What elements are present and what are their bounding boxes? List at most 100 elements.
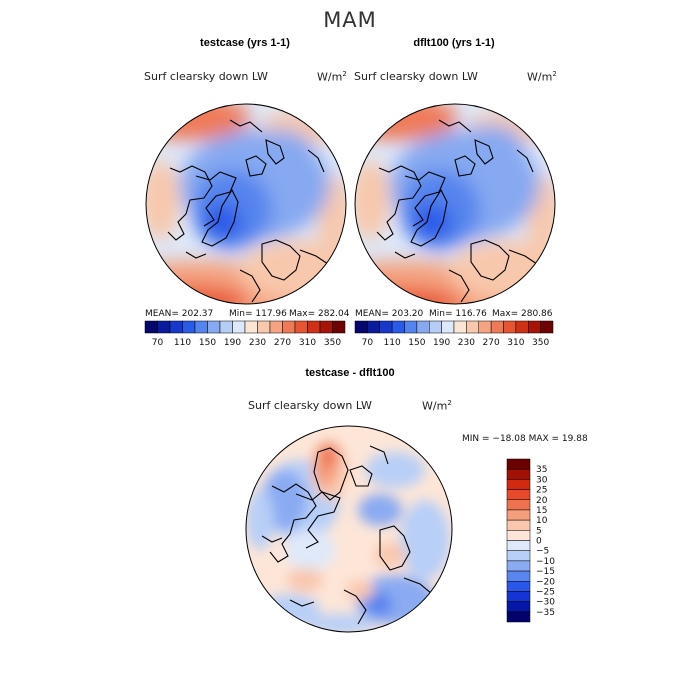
colorbar-testcase-swatch <box>207 320 221 334</box>
colorbar-dflt100-tick-label: 230 <box>458 338 475 348</box>
max-label-testcase: Max= 282.04 <box>289 309 350 319</box>
colorbar-dflt100-swatch <box>490 320 504 334</box>
colorbar-testcase: 70 110 150 190 230 270 310 350 <box>144 320 346 348</box>
colorbar-testcase-swatch <box>219 320 233 334</box>
colorbar-difference-swatch <box>506 601 531 613</box>
colorbar-testcase-tick-label: 230 <box>249 338 266 348</box>
colorbar-dflt100-tick-label: 350 <box>532 338 549 348</box>
map-testcase <box>145 103 347 305</box>
colorbar-testcase-swatch <box>307 320 321 334</box>
colorbar-testcase-swatch <box>257 320 271 334</box>
colorbar-dflt100-tick-label: 110 <box>384 338 401 348</box>
colorbar-difference-swatch <box>506 479 531 490</box>
colorbar-difference-tick-label: 5 <box>536 526 542 536</box>
colorbar-difference-tick-label: 30 <box>536 475 548 485</box>
colorbar-dflt100-tick-label: 310 <box>507 338 524 348</box>
colorbar-testcase-swatch <box>182 320 196 334</box>
colorbar-difference-swatch <box>506 611 531 623</box>
colorbar-difference-tick-label: −35 <box>536 608 555 618</box>
min-label-dflt100: Min= 116.76 <box>429 309 487 319</box>
colorbar-testcase-tick-label: 110 <box>174 338 191 348</box>
colorbar-dflt100-swatch <box>391 320 405 334</box>
map-difference <box>245 425 453 633</box>
colorbar-difference-tick-label: 25 <box>536 486 547 496</box>
colorbar-dflt100-swatch <box>441 320 455 334</box>
mean-label-dflt100: MEAN= 203.20 <box>355 309 424 319</box>
colorbar-testcase-tick-label: 70 <box>152 338 164 348</box>
colorbar-dflt100-swatch <box>478 320 492 334</box>
season-title: MAM <box>323 8 377 32</box>
colorbar-testcase-swatch <box>244 320 258 334</box>
colorbar-difference-swatch <box>506 530 531 541</box>
colorbar-dflt100-swatch <box>466 320 479 334</box>
colorbar-testcase-swatch <box>269 320 283 334</box>
colorbar-dflt100-tick-label: 150 <box>408 338 425 348</box>
colorbar-testcase-tick-label: 270 <box>274 338 291 348</box>
colorbar-testcase-swatch <box>332 320 346 334</box>
colorbar-difference-tick-label: 10 <box>536 516 548 526</box>
colorbar-difference-swatch <box>506 540 531 551</box>
colorbar-difference-tick-label: −20 <box>536 577 555 587</box>
colorbar-difference-tick-label: −15 <box>536 567 555 577</box>
colorbar-testcase-swatch <box>194 320 208 334</box>
panel-title-testcase: testcase (yrs 1-1) <box>200 37 290 49</box>
colorbar-dflt100-swatch <box>429 320 442 334</box>
colorbar-dflt100-tick-label: 270 <box>483 338 500 348</box>
variable-label-testcase: Surf clearsky down LW <box>144 70 268 83</box>
colorbar-dflt100-swatch <box>379 320 393 334</box>
colorbar-difference-tick-label: 15 <box>536 506 547 516</box>
colorbar-difference-swatch <box>506 560 531 572</box>
colorbar-difference-swatch <box>506 509 531 521</box>
units-label-difference: W/m2 <box>422 399 452 413</box>
colorbar-dflt100-swatch <box>515 320 529 334</box>
colorbar-difference-swatch <box>506 499 531 511</box>
colorbar-testcase-tick-label: 350 <box>324 338 341 348</box>
colorbar-dflt100: 70 110 150 190 230 270 310 350 <box>354 320 554 348</box>
colorbar-testcase-swatch <box>157 320 171 334</box>
colorbar-difference-tick-label: −25 <box>536 587 555 597</box>
colorbar-dflt100-swatch <box>404 320 418 334</box>
colorbar-difference-swatch <box>506 591 531 602</box>
colorbar-testcase-swatch <box>232 320 246 334</box>
units-label-dflt100: W/m2 <box>527 70 557 84</box>
colorbar-difference-tick-label: −5 <box>536 547 549 557</box>
panel-title-dflt100: dflt100 (yrs 1-1) <box>413 37 495 49</box>
colorbar-difference-swatch <box>506 468 531 480</box>
colorbar-difference-swatch <box>506 489 531 500</box>
colorbar-testcase-swatch <box>144 320 158 334</box>
colorbar-difference-swatch <box>506 458 531 470</box>
min-label-testcase: Min= 117.96 <box>229 309 287 319</box>
colorbar-dflt100-swatch <box>416 320 430 334</box>
colorbar-difference-tick-label: 35 <box>536 465 547 475</box>
colorbar-testcase-swatch <box>319 320 333 334</box>
colorbar-difference-tick-label: 20 <box>536 496 548 506</box>
colorbar-difference-swatch <box>506 570 531 582</box>
colorbar-difference-tick-label: 0 <box>536 537 542 547</box>
colorbar-difference-tick-label: −10 <box>536 557 555 567</box>
colorbar-difference-swatch <box>506 519 531 531</box>
colorbar-testcase-swatch <box>169 320 183 334</box>
mean-label-testcase: MEAN= 202.37 <box>145 309 214 319</box>
minmax-label-difference: MIN = −18.08 MAX = 19.88 <box>462 434 588 444</box>
colorbar-difference-swatch <box>506 581 531 592</box>
colorbar-dflt100-swatch <box>453 320 467 334</box>
colorbar-dflt100-swatch <box>503 320 517 334</box>
colorbar-dflt100-swatch <box>354 320 368 334</box>
max-label-dflt100: Max= 280.86 <box>492 309 553 319</box>
panel-title-difference: testcase - dflt100 <box>305 367 395 379</box>
colorbar-testcase-tick-label: 190 <box>224 338 241 348</box>
colorbar-testcase-swatch <box>282 320 296 334</box>
colorbar-difference-tick-label: −30 <box>536 598 555 608</box>
colorbar-dflt100-swatch <box>540 320 554 334</box>
colorbar-testcase-tick-label: 150 <box>199 338 216 348</box>
colorbar-dflt100-tick-label: 70 <box>362 338 374 348</box>
colorbar-difference-swatch <box>506 550 531 562</box>
colorbar-dflt100-tick-label: 190 <box>433 338 450 348</box>
variable-label-dflt100: Surf clearsky down LW <box>354 70 478 83</box>
units-label-testcase: W/m2 <box>317 70 347 84</box>
colorbar-testcase-swatch <box>294 320 308 334</box>
colorbar-dflt100-swatch <box>528 320 541 334</box>
variable-label-difference: Surf clearsky down LW <box>248 399 372 412</box>
